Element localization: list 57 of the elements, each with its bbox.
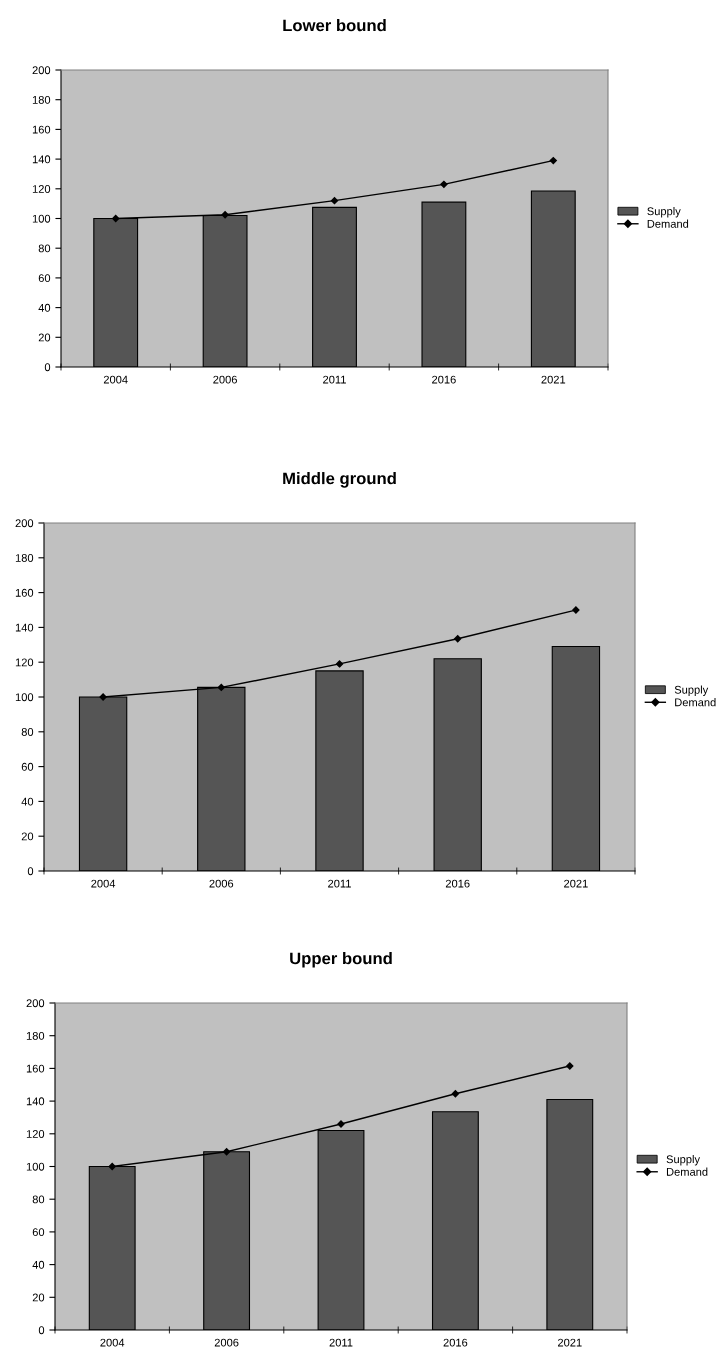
x-tick-label: 2011 [328, 879, 351, 888]
y-tick-label: 160 [32, 125, 51, 134]
y-tick-label: 160 [26, 1064, 45, 1073]
y-tick-label: 0 [44, 363, 51, 372]
y-tick-label: 100 [15, 693, 34, 702]
y-tick-label: 60 [32, 1228, 45, 1237]
y-tick-label: 80 [38, 244, 51, 253]
x-tick-label: 2016 [443, 1338, 468, 1347]
y-tick-label: 40 [38, 303, 51, 312]
y-tick-label: 120 [32, 185, 51, 193]
y-tick-label: 80 [21, 728, 34, 736]
y-tick-label: 80 [32, 1195, 45, 1204]
y-tick-label: 200 [15, 519, 34, 528]
y-tick-label: 20 [32, 1293, 45, 1302]
y-tick-label: 180 [15, 554, 34, 562]
x-tick-label: 2011 [323, 375, 346, 384]
y-tick-label: 20 [21, 832, 34, 841]
y-tick-label: 200 [26, 999, 45, 1008]
x-tick-label: 2006 [214, 1338, 239, 1347]
y-tick-label: 140 [26, 1097, 45, 1106]
x-tick-label: 2004 [91, 879, 116, 888]
y-tick-label: 200 [32, 66, 51, 75]
x-tick-label: 2006 [209, 879, 234, 888]
y-tick-label: 40 [32, 1260, 45, 1269]
legend-label: Supply [674, 685, 709, 696]
y-tick-label: 180 [26, 1031, 45, 1040]
y-tick-label: 140 [15, 623, 34, 632]
legend-label: Demand [647, 219, 689, 228]
chart-title: Lower bound [283, 19, 386, 32]
legend-label: Supply [647, 207, 681, 218]
y-tick-label: 100 [26, 1162, 45, 1171]
chart-title: Upper bound [290, 952, 392, 968]
y-tick-label: 40 [21, 797, 34, 806]
x-tick-label: 2004 [100, 1338, 125, 1347]
x-tick-label: 2004 [103, 375, 128, 384]
x-tick-label: 2016 [432, 375, 456, 384]
legend-label: Demand [675, 698, 716, 707]
y-tick-label: 60 [21, 762, 34, 771]
x-tick-label: 2011 [329, 1338, 353, 1347]
legend-label: Demand [666, 1167, 708, 1176]
y-tick-label: 20 [38, 333, 51, 342]
y-tick-label: 120 [15, 658, 34, 667]
x-tick-label: 2021 [541, 375, 566, 384]
chart-title: Middle ground [283, 472, 396, 488]
y-tick-label: 140 [32, 155, 51, 164]
y-tick-label: 100 [32, 214, 51, 223]
x-tick-label: 2021 [564, 879, 588, 888]
y-tick-label: 0 [38, 1326, 45, 1335]
y-tick-label: 60 [38, 274, 51, 283]
y-tick-label: 160 [15, 588, 34, 597]
x-tick-label: 2021 [558, 1338, 582, 1347]
y-tick-label: 0 [27, 867, 34, 876]
y-tick-label: 120 [26, 1130, 45, 1138]
y-tick-label: 180 [32, 95, 51, 104]
x-tick-label: 2006 [213, 375, 237, 384]
x-tick-label: 2016 [445, 879, 470, 888]
legend-label: Supply [666, 1155, 701, 1166]
